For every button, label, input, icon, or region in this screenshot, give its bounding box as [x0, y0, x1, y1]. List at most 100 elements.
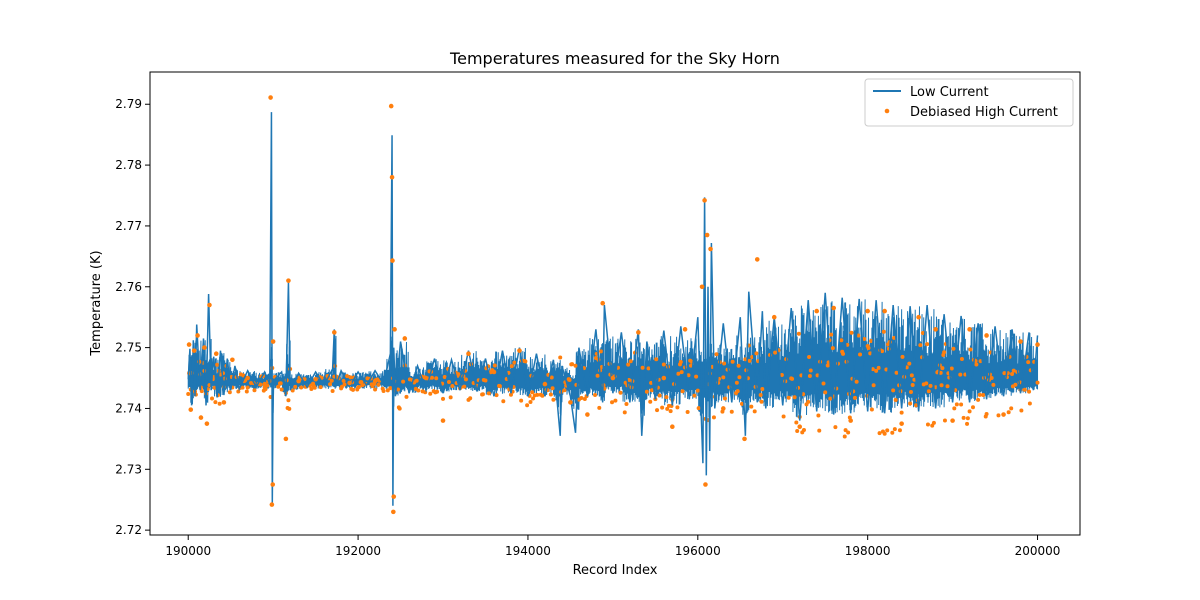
high-current-band-point: [350, 387, 355, 392]
high-current-band-point: [965, 421, 970, 426]
high-current-band-point: [945, 384, 950, 389]
high-current-band-point: [843, 428, 848, 433]
high-current-band-point: [722, 361, 727, 366]
high-current-band-point: [730, 359, 735, 364]
high-current-band-point: [692, 393, 697, 398]
high-current-band-point: [991, 382, 996, 387]
high-current-band-point: [825, 363, 830, 368]
high-current-band-point: [925, 342, 930, 347]
x-axis: 190000 192000 194000 196000 198000 200000: [165, 535, 1060, 558]
high-current-band-point: [342, 382, 347, 387]
high-current-band-point: [618, 390, 623, 395]
high-current-band-point: [397, 406, 402, 411]
high-current-point: [191, 348, 197, 353]
high-current-band-point: [907, 361, 912, 366]
chart-title: Temperatures measured for the Sky Horn: [449, 49, 780, 68]
high-current-point: [703, 482, 708, 487]
plot-frame: [149, 71, 1081, 536]
high-current-band-point: [441, 396, 446, 401]
y-tick-label: 2.77: [115, 219, 142, 233]
high-current-band-point: [900, 354, 905, 359]
high-current-band-point: [597, 405, 602, 410]
high-current-band-point: [497, 384, 502, 389]
high-current-band-point: [582, 397, 587, 402]
high-current-band-point: [1006, 410, 1011, 415]
high-current-point: [797, 424, 803, 430]
high-current-band-point: [882, 431, 887, 436]
high-current-band-point: [794, 420, 799, 425]
high-current-band-point: [891, 388, 896, 393]
high-current-band-point: [661, 362, 666, 367]
high-current-band-point: [523, 359, 528, 364]
high-current-band-point: [925, 422, 930, 427]
high-current-band-point: [959, 402, 964, 407]
y-axis: 2.72 2.73 2.74 2.75 2.76 2.77 2.78 2.79: [115, 97, 150, 537]
high-current-band-point: [856, 333, 861, 338]
high-current-band-point: [462, 384, 467, 389]
high-current-band-point: [760, 387, 765, 392]
high-current-band-point: [446, 380, 451, 385]
high-current-band-point: [871, 383, 876, 388]
high-current-band-point: [885, 428, 890, 433]
high-current-band-point: [376, 382, 381, 387]
high-current-point: [440, 418, 446, 423]
high-current-band-point: [829, 332, 834, 337]
high-current-point: [391, 509, 396, 515]
high-current-band-point: [874, 368, 879, 373]
high-current-band-point: [890, 430, 895, 435]
high-current-band-point: [1002, 371, 1007, 376]
high-current-band-point: [893, 397, 898, 402]
high-current-band-point: [573, 363, 578, 368]
high-current-point: [699, 284, 705, 290]
high-current-band-point: [414, 378, 419, 383]
high-current-band-point: [749, 404, 754, 409]
high-current-point: [188, 407, 194, 412]
high-current-band-point: [942, 350, 947, 355]
high-current-band-point: [954, 402, 959, 407]
high-current-band-point: [388, 386, 393, 391]
high-current-point: [402, 336, 408, 341]
high-current-band-point: [508, 392, 513, 397]
high-current-band-point: [210, 396, 214, 401]
high-current-band-point: [598, 349, 603, 354]
high-current-band-point: [483, 378, 488, 383]
plot-area: [149, 71, 1081, 536]
high-current-band-point: [365, 376, 370, 381]
high-current-band-point: [846, 430, 851, 435]
high-current-band-point: [290, 388, 295, 393]
high-current-band-point: [914, 403, 919, 408]
high-current-point: [221, 400, 227, 405]
high-current-band-point: [1010, 372, 1015, 377]
high-current-band-point: [828, 396, 833, 401]
high-current-band-point: [293, 384, 298, 389]
high-current-band-point: [558, 355, 563, 360]
high-current-point: [313, 376, 318, 382]
high-current-band-point: [330, 389, 335, 394]
high-current-band-point: [722, 396, 727, 401]
y-axis-label: Temperature (K): [89, 250, 104, 356]
high-current-point: [347, 380, 352, 386]
high-current-point: [848, 418, 853, 423]
high-current-band-point: [892, 335, 896, 340]
high-current-band-point: [227, 390, 232, 395]
high-current-point: [882, 308, 887, 314]
high-current-band-point: [519, 398, 524, 403]
high-current-band-point: [551, 397, 556, 402]
high-current-point: [984, 333, 989, 338]
high-current-band-point: [258, 382, 263, 387]
high-current-band-point: [540, 393, 545, 398]
high-current-point: [708, 246, 713, 252]
x-tick-label: 192000: [335, 544, 381, 558]
high-current-band-point: [429, 375, 434, 380]
high-current-band-point: [593, 393, 598, 398]
high-current-band-point: [970, 405, 975, 410]
high-current-band-point: [1011, 368, 1016, 373]
high-current-band-point: [806, 399, 811, 404]
high-current-band-point: [816, 413, 821, 418]
high-current-band-point: [877, 431, 882, 436]
high-current-band-point: [807, 354, 812, 359]
high-current-band-point: [434, 376, 439, 381]
legend-low-current-label: Low Current: [910, 85, 989, 100]
high-current-band-point: [279, 387, 284, 392]
